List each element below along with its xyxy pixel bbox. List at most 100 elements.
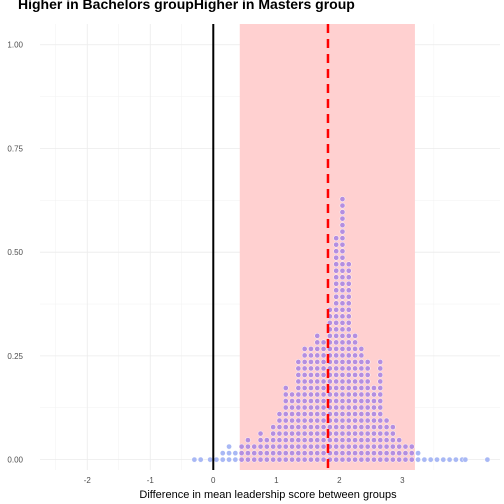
dot xyxy=(402,456,409,463)
dot xyxy=(358,450,365,456)
dot xyxy=(345,346,352,352)
dot xyxy=(339,365,346,372)
dot xyxy=(377,424,384,430)
dot xyxy=(327,378,333,385)
dot xyxy=(282,443,289,450)
dot xyxy=(345,300,352,307)
dot xyxy=(339,196,346,202)
dot xyxy=(371,450,377,456)
dot xyxy=(339,437,346,443)
dot xyxy=(383,437,390,443)
dot xyxy=(314,437,321,443)
dot xyxy=(308,404,314,411)
dot xyxy=(484,456,491,463)
dot xyxy=(295,385,302,391)
dot xyxy=(390,424,396,430)
dot xyxy=(314,443,321,450)
dot xyxy=(345,365,352,372)
dot xyxy=(364,411,371,417)
dot xyxy=(339,241,346,248)
x-tick-label: 2 xyxy=(337,476,342,485)
dot xyxy=(301,352,308,359)
title-left: Higher in Bachelors group xyxy=(18,0,194,12)
dot xyxy=(345,398,352,404)
dot xyxy=(364,398,371,404)
dot xyxy=(339,202,346,209)
dot xyxy=(276,443,283,450)
dot xyxy=(333,300,340,307)
dot xyxy=(345,450,352,456)
dot xyxy=(339,326,346,333)
dot xyxy=(308,352,314,359)
dot xyxy=(377,430,384,437)
dot xyxy=(377,365,384,372)
dot xyxy=(191,456,198,463)
dot xyxy=(295,450,302,456)
dot xyxy=(320,430,327,437)
dot xyxy=(345,443,352,450)
dot xyxy=(308,430,314,437)
dot xyxy=(364,391,371,398)
dot xyxy=(345,411,352,417)
dot xyxy=(320,352,327,359)
y-tick-label: 0.25 xyxy=(7,352,23,361)
dot xyxy=(314,430,321,437)
dot xyxy=(301,424,308,430)
dot xyxy=(232,456,239,463)
dot xyxy=(446,456,453,463)
dot xyxy=(314,456,321,463)
dot xyxy=(333,456,340,463)
x-tick-label: 1 xyxy=(274,476,279,485)
dot xyxy=(238,450,245,456)
dot xyxy=(289,443,295,450)
dot xyxy=(453,456,459,463)
dot xyxy=(219,450,226,456)
dot xyxy=(377,372,384,378)
dot xyxy=(333,319,340,326)
dot xyxy=(339,300,346,307)
dot xyxy=(301,430,308,437)
dot xyxy=(295,456,302,463)
dot xyxy=(301,411,308,417)
dot xyxy=(339,385,346,391)
dot xyxy=(289,398,295,404)
dot xyxy=(308,391,314,398)
dot xyxy=(276,417,283,424)
y-tick-label: 0.50 xyxy=(7,248,23,257)
dot xyxy=(295,443,302,450)
dot xyxy=(308,359,314,365)
dot xyxy=(358,352,365,359)
dot xyxy=(263,437,270,443)
dot xyxy=(207,456,213,463)
dot xyxy=(333,365,340,372)
dot xyxy=(383,417,390,424)
dot xyxy=(282,411,289,417)
dot xyxy=(295,391,302,398)
x-tick-label: -2 xyxy=(84,476,92,485)
dot xyxy=(358,359,365,365)
dot xyxy=(377,411,384,417)
dot xyxy=(308,372,314,378)
dot xyxy=(390,430,396,437)
dot xyxy=(238,456,245,463)
dot xyxy=(308,385,314,391)
dot xyxy=(339,248,346,255)
dot xyxy=(377,385,384,391)
dot xyxy=(333,372,340,378)
dot xyxy=(339,352,346,359)
dot xyxy=(295,378,302,385)
dot xyxy=(333,430,340,437)
dot xyxy=(345,319,352,326)
dot xyxy=(314,359,321,365)
dot xyxy=(364,359,371,365)
dot xyxy=(390,456,396,463)
dot xyxy=(364,417,371,424)
dot xyxy=(440,456,447,463)
dot xyxy=(295,372,302,378)
dot xyxy=(301,365,308,372)
dot xyxy=(282,404,289,411)
dot xyxy=(333,404,340,411)
dot xyxy=(345,391,352,398)
y-tick-label: 0.75 xyxy=(7,144,23,153)
dot xyxy=(339,274,346,281)
